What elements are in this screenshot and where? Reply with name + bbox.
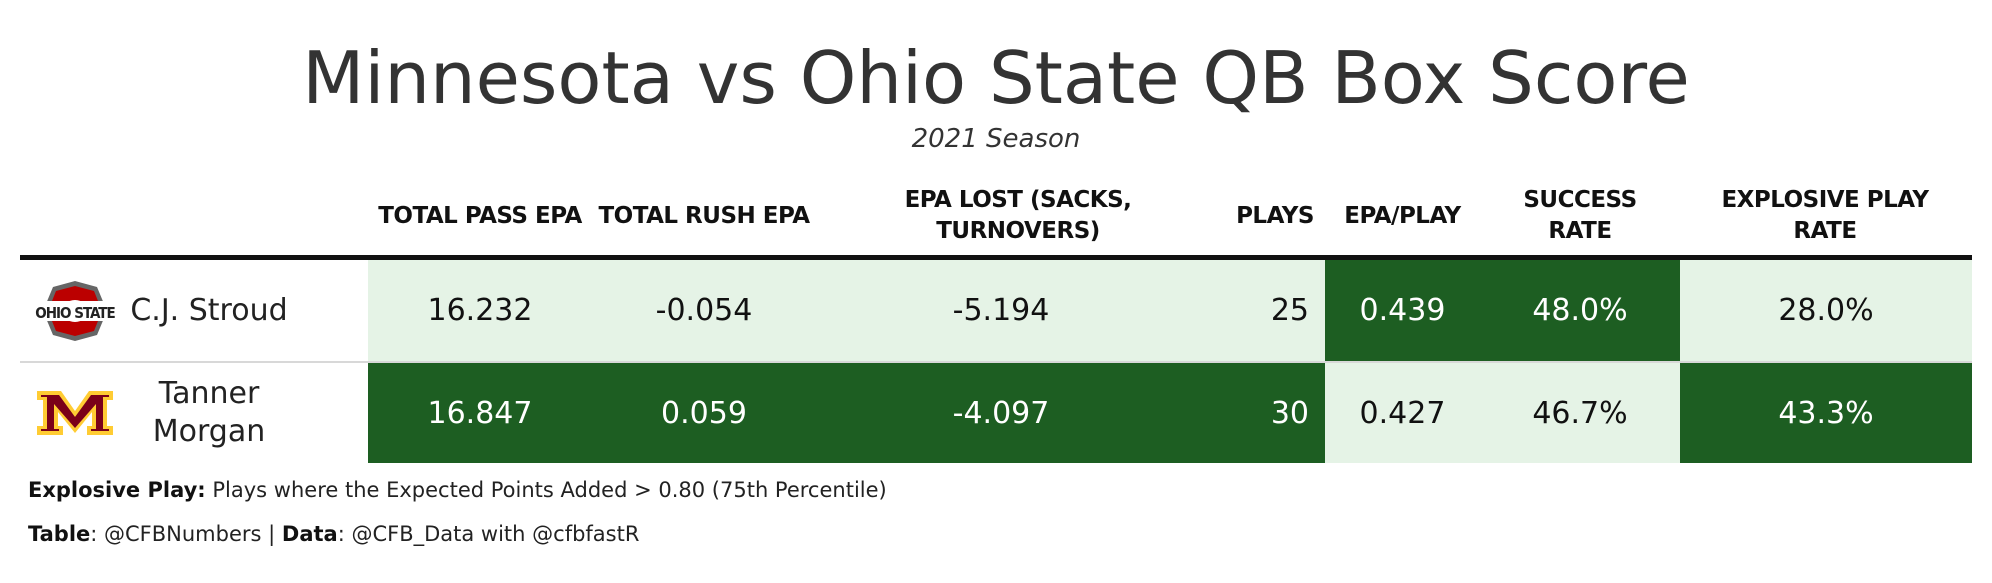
success-rate-cell: 48.0% (1480, 260, 1680, 361)
ohio-state-logo-icon: OHIO STATE (20, 260, 130, 361)
column-header-total-rush-epa: TOTAL RUSH EPA (598, 202, 810, 229)
svg-text:OHIO STATE: OHIO STATE (35, 304, 115, 322)
player-name: C.J. Stroud (130, 292, 288, 328)
epa-per-play-cell: 0.439 (1325, 260, 1480, 361)
plays-cell: 30 (1186, 363, 1325, 463)
credits-footnote: Table: @CFBNumbers | Data: @CFB_Data wit… (28, 520, 639, 548)
pass-epa-cell: 16.847 (368, 363, 592, 463)
epa-lost-cell: -4.097 (816, 363, 1186, 463)
credits-table-text: : @CFBNumbers | (90, 522, 282, 546)
column-header-success-rate: SUCCESS RATE (1523, 187, 1637, 244)
credits-data-label: Data (281, 522, 338, 546)
player-name: Tanner Morgan (152, 376, 266, 449)
footnote-text: Plays where the Expected Points Added > … (205, 478, 887, 502)
table-row: OHIO STATE C.J. Stroud 16.232 -0.054 -5.… (20, 260, 1972, 361)
column-header-total-pass-epa: TOTAL PASS EPA (378, 202, 582, 229)
explosive-play-footnote: Explosive Play: Plays where the Expected… (28, 476, 887, 504)
page-subtitle: 2021 Season (911, 124, 1081, 154)
rush-epa-cell: -0.054 (592, 260, 816, 361)
explosive-rate-cell: 28.0% (1680, 260, 1972, 361)
credits-table-label: Table (28, 522, 91, 546)
rush-epa-cell: 0.059 (592, 363, 816, 463)
row-divider (20, 361, 1972, 363)
epa-lost-cell: -5.194 (816, 260, 1186, 361)
epa-per-play-cell: 0.427 (1325, 363, 1480, 463)
explosive-rate-cell: 43.3% (1680, 363, 1972, 463)
table-row: M Tanner Morgan 16.847 0.059 -4.097 30 0… (20, 363, 1972, 463)
success-rate-cell: 46.7% (1480, 363, 1680, 463)
column-header-explosive-play-rate: EXPLOSIVE PLAY RATE (1721, 187, 1929, 244)
column-header-plays: PLAYS (1236, 202, 1314, 229)
footnote-label: Explosive Play: (28, 478, 206, 502)
header-divider (20, 255, 1972, 260)
credits-data-text: : @CFB_Data with @cfbfastR (337, 522, 640, 546)
page-title: Minnesota vs Ohio State QB Box Score (302, 36, 1690, 120)
plays-cell: 25 (1186, 260, 1325, 361)
column-header-epa-lost: EPA LOST (SACKS, TURNOVERS) (904, 187, 1132, 244)
minnesota-logo-icon: M (20, 363, 130, 463)
pass-epa-cell: 16.232 (368, 260, 592, 361)
svg-text:M: M (75, 416, 76, 418)
column-header-epa-per-play: EPA/PLAY (1344, 202, 1461, 229)
